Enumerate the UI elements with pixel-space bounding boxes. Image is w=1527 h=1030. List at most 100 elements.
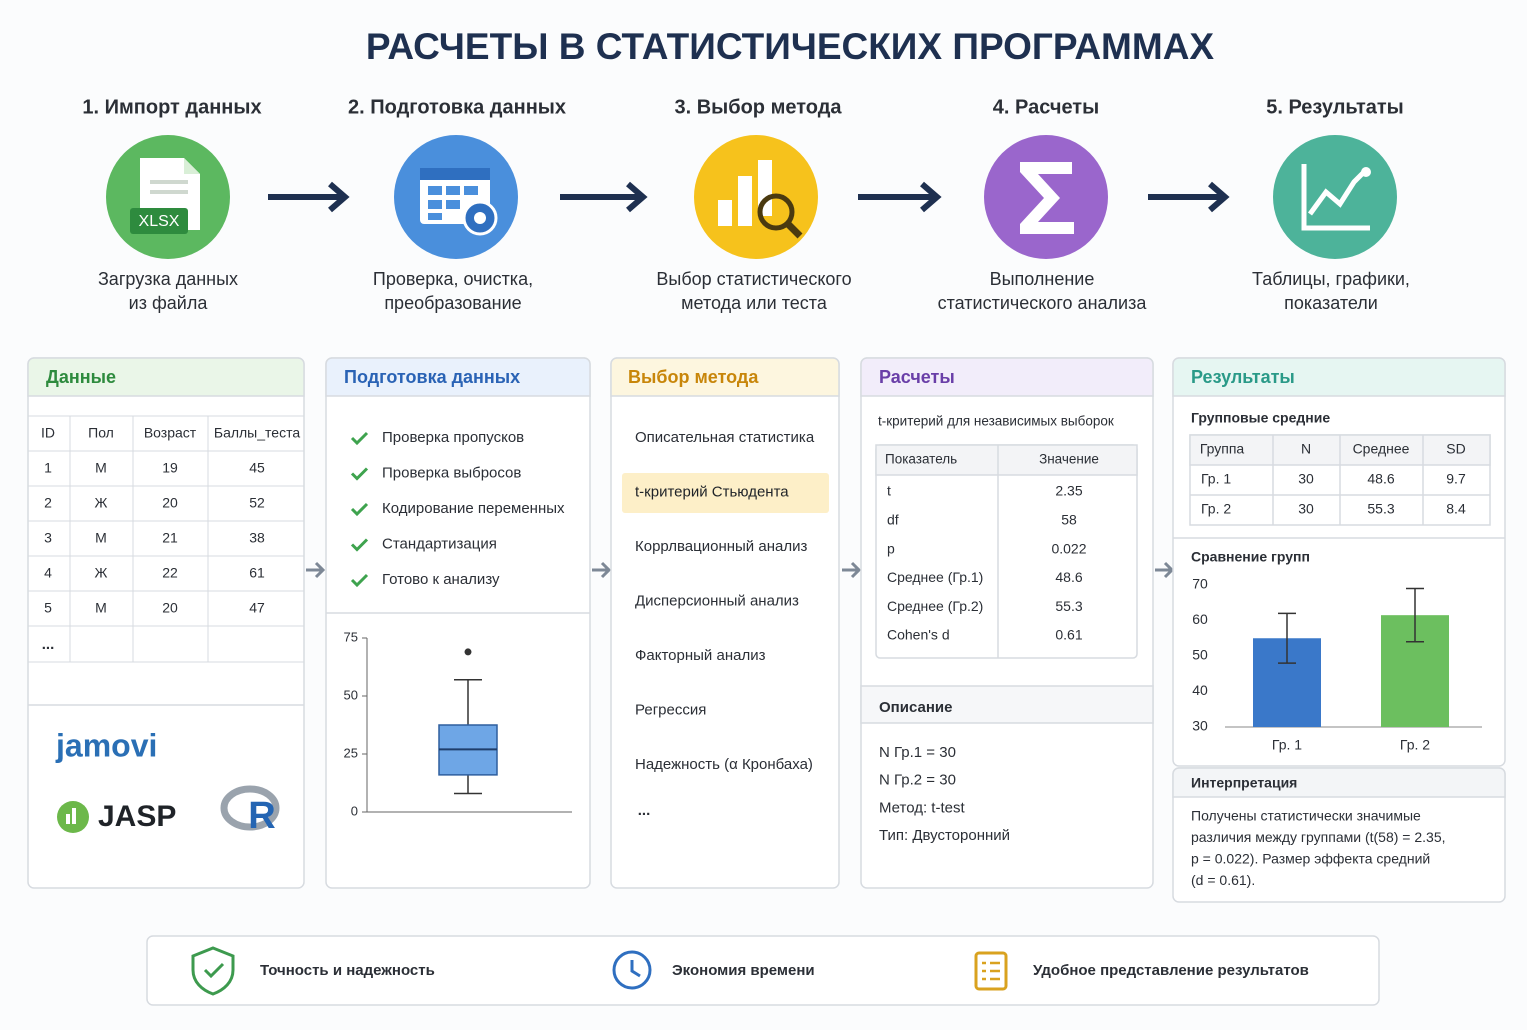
- table-cell: 61: [249, 565, 265, 581]
- checklist-item: Стандартизация: [382, 535, 497, 552]
- check-icon: [350, 431, 369, 446]
- description-line: Метод: t-test: [879, 799, 965, 816]
- calc-cell: 58: [1061, 512, 1077, 528]
- step-description: показатели: [1284, 293, 1378, 313]
- interpretation-line: Получены статистически значимые: [1191, 808, 1421, 824]
- outlier: [464, 648, 472, 656]
- method-item: Факторный анализ: [635, 647, 766, 664]
- y-tick-label: 50: [1192, 647, 1208, 663]
- method-more: ...: [638, 802, 651, 819]
- check-icon: [350, 467, 369, 481]
- panel-title: Результаты: [1191, 367, 1295, 387]
- calc-cell: 0.022: [1051, 540, 1086, 556]
- x-tick-label: Гр. 2: [1400, 737, 1430, 753]
- means-cell: 8.4: [1446, 501, 1466, 517]
- panel-title: Выбор метода: [628, 367, 759, 387]
- table-cell: 21: [162, 530, 178, 546]
- step-description: Загрузка данных: [98, 269, 238, 289]
- footer-item: Экономия времени: [672, 962, 815, 979]
- calc-cell: 55.3: [1055, 598, 1082, 614]
- panel-title: Подготовка данных: [344, 367, 520, 387]
- checklist-item: Кодирование переменных: [382, 500, 565, 517]
- calc-cell: Cohen's d: [887, 627, 950, 643]
- table-cell: Ж: [95, 495, 108, 511]
- means-cell: Гр. 2: [1201, 501, 1231, 517]
- means-header: SD: [1446, 441, 1465, 457]
- step-title: 4. Расчеты: [993, 96, 1099, 118]
- checklist-item: Готово к анализу: [382, 571, 500, 588]
- table-cell: Ж: [95, 565, 108, 581]
- step-icons: [106, 135, 1397, 259]
- means-cell: 30: [1298, 471, 1314, 487]
- step-title: 3. Выбор метода: [674, 96, 842, 118]
- table-cell: 22: [162, 565, 178, 581]
- y-tick-label: 25: [344, 745, 358, 760]
- table-cell: 52: [249, 495, 265, 511]
- table-cell: 3: [44, 530, 52, 546]
- checklist-item: Проверка выбросов: [382, 464, 521, 481]
- calc-cell: Среднее (Гр.2): [887, 598, 983, 614]
- flow-arrows: [268, 181, 1230, 213]
- step-description: Таблицы, графики,: [1252, 269, 1410, 289]
- method-item: Дисперсионный анализ: [635, 592, 799, 609]
- description-line: N Гр.2 = 30: [879, 772, 956, 789]
- table-cell: 4: [44, 565, 52, 581]
- step-description: преобразование: [384, 293, 521, 313]
- check-icon: [350, 502, 369, 517]
- means-header: Среднее: [1353, 441, 1410, 457]
- calc-cell: df: [887, 512, 899, 528]
- logo-jamovi: jamovi: [55, 727, 157, 763]
- means-header: N: [1301, 441, 1311, 457]
- description-line: N Гр.1 = 30: [879, 744, 956, 761]
- calc-cell: 2.35: [1055, 483, 1082, 499]
- description-title: Описание: [879, 699, 952, 716]
- interpretation-line: различия между группами (t(58) = 2.35,: [1191, 829, 1446, 845]
- y-tick-label: 75: [344, 629, 358, 644]
- content: РАСЧЕТЫ В СТАТИСТИЧЕСКИХ ПРОГРАММАХ 1. Им…: [41, 26, 1482, 979]
- calc-subtitle: t-критерий для независимых выборок: [878, 414, 1114, 429]
- step-description: из файла: [129, 293, 209, 313]
- table-cell: 5: [44, 600, 52, 616]
- step-description: статистического анализа: [938, 293, 1148, 313]
- table-cell: М: [95, 460, 107, 476]
- panel-title: Данные: [46, 367, 116, 387]
- x-tick-label: Гр. 1: [1272, 737, 1302, 753]
- calc-cell: Среднее (Гр.1): [887, 569, 983, 585]
- method-item: Коррлвационный анализ: [635, 538, 807, 555]
- check-icon: [350, 573, 369, 588]
- y-tick-label: 50: [344, 687, 358, 702]
- table-cell: М: [95, 530, 107, 546]
- table-cell: 45: [249, 460, 265, 476]
- step-description: метода или теста: [681, 293, 828, 313]
- file-badge: XLSX: [139, 213, 180, 230]
- y-tick-label: 60: [1192, 611, 1208, 627]
- calc-cell: t: [887, 483, 891, 499]
- means-cell: 9.7: [1446, 471, 1466, 487]
- data-table-grid: [28, 415, 304, 663]
- interpretation-line: p = 0.022). Размер эффекта средний: [1191, 851, 1430, 867]
- y-tick-label: 30: [1192, 718, 1208, 734]
- step-title: 2. Подготовка данных: [348, 96, 566, 118]
- table-header: Возраст: [144, 425, 197, 441]
- table-cell: 1: [44, 460, 52, 476]
- footer-item: Точность и надежность: [260, 962, 435, 979]
- selected-highlight: [622, 473, 829, 513]
- logo-r: R: [248, 795, 275, 837]
- table-cell: 38: [249, 530, 265, 546]
- y-tick-label: 0: [351, 803, 358, 818]
- step-description: Выбор статистического: [656, 269, 851, 289]
- check-icon: [350, 538, 369, 552]
- means-title: Групповые средние: [1191, 410, 1330, 426]
- panel-arrows: [306, 561, 1175, 579]
- calc-header: Значение: [1039, 452, 1099, 467]
- footer-item: Удобное представление результатов: [1033, 962, 1309, 979]
- page-title: РАСЧЕТЫ В СТАТИСТИЧЕСКИХ ПРОГРАММАХ: [366, 26, 1215, 67]
- panel-title: Расчеты: [879, 367, 955, 387]
- panels: [27, 357, 1506, 1006]
- description-line: Тип: Двусторонний: [879, 827, 1010, 844]
- table-cell: 19: [162, 460, 178, 476]
- means-cell: 48.6: [1367, 471, 1394, 487]
- table-cell: 20: [162, 495, 178, 511]
- calc-cell: 0.61: [1055, 627, 1082, 643]
- checklist-item: Проверка пропусков: [382, 429, 524, 446]
